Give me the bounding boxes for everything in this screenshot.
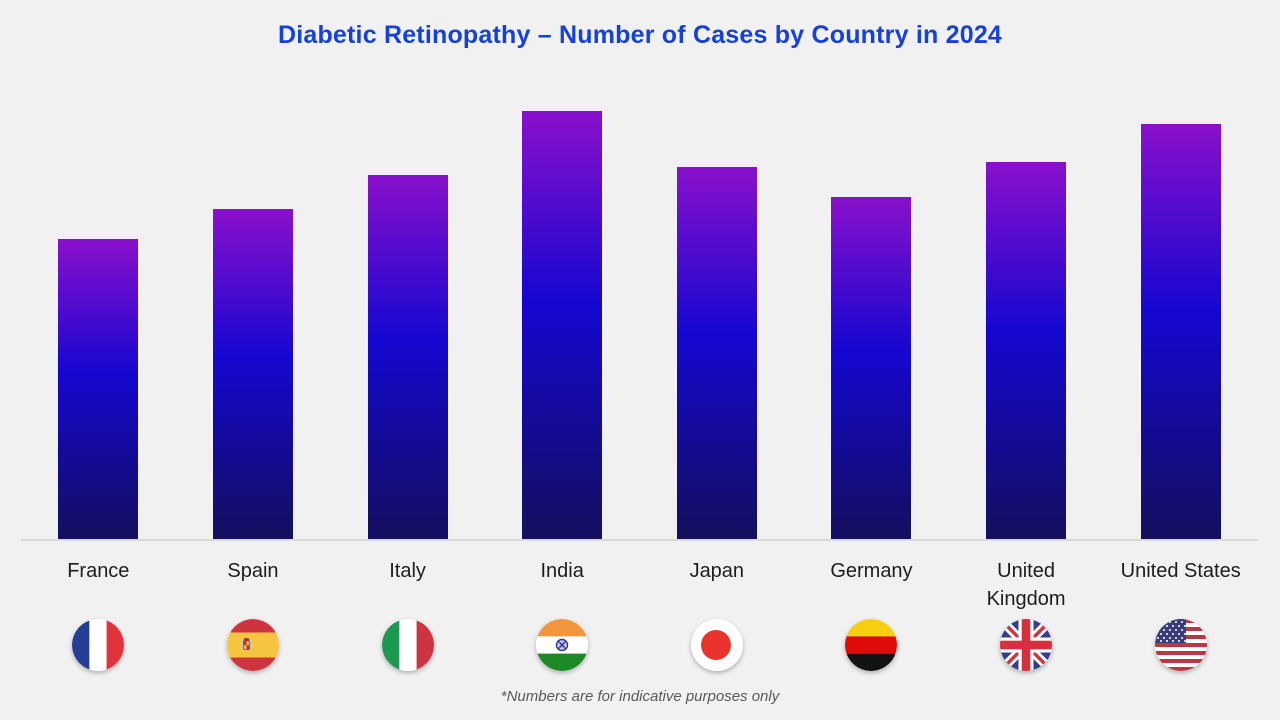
axis-label-germany: Germany bbox=[830, 560, 913, 582]
bar-column-germany bbox=[794, 111, 949, 539]
bar-japan bbox=[676, 166, 757, 539]
axis-label-italy: Italy bbox=[389, 560, 426, 582]
bar-column-italy bbox=[330, 111, 485, 539]
flag-cell-india bbox=[485, 619, 640, 671]
bar-india bbox=[522, 111, 603, 539]
uk-flag-icon bbox=[1000, 619, 1053, 671]
bar-france bbox=[58, 239, 139, 539]
japan-flag-icon bbox=[690, 619, 743, 671]
flags-row bbox=[21, 618, 1258, 672]
axis-label-united-kingdom-text: United Kingdom bbox=[986, 560, 1066, 610]
spain-flag-icon bbox=[226, 619, 279, 671]
india-flag-icon bbox=[536, 619, 589, 671]
axis-label-united-kingdom: United Kingdom bbox=[949, 557, 1104, 613]
flag-cell-germany bbox=[794, 619, 949, 671]
bar-united-kingdom bbox=[986, 162, 1067, 539]
chart-title: Diabetic Retinopathy – Number of Cases b… bbox=[277, 21, 1003, 49]
germany-flag-icon bbox=[845, 619, 898, 671]
bar-column-india bbox=[485, 111, 640, 539]
bar-column-united-states bbox=[1103, 111, 1258, 539]
us-flag-icon bbox=[1154, 619, 1207, 671]
italy-flag-icon bbox=[381, 619, 434, 671]
flag-cell-united-states bbox=[1103, 619, 1258, 671]
bar-column-united-kingdom bbox=[949, 111, 1104, 539]
footnote-text: *Numbers are for indicative purposes onl… bbox=[500, 688, 780, 705]
flag-cell-united-kingdom bbox=[949, 619, 1104, 671]
flag-cell-japan bbox=[640, 619, 795, 671]
bar-column-spain bbox=[176, 111, 331, 539]
axis-label-spain: Spain bbox=[227, 560, 279, 582]
axis-label-france: France bbox=[67, 560, 130, 582]
flag-cell-italy bbox=[330, 619, 485, 671]
bar-germany bbox=[831, 196, 912, 539]
plot-area bbox=[21, 111, 1258, 541]
bar-column-france bbox=[21, 111, 176, 539]
bar-italy bbox=[367, 175, 448, 539]
bar-spain bbox=[212, 209, 293, 539]
axis-label-united-states: United States bbox=[1120, 560, 1241, 582]
bar-column-japan bbox=[640, 111, 795, 539]
axis-label-japan: Japan bbox=[689, 560, 745, 582]
flag-cell-spain bbox=[176, 619, 331, 671]
axis-label-india: India bbox=[540, 560, 584, 582]
france-flag-icon bbox=[72, 619, 125, 671]
flag-cell-france bbox=[21, 619, 176, 671]
x-axis-labels: France Spain Italy India Japan Germany U… bbox=[21, 557, 1258, 613]
bar-united-states bbox=[1140, 123, 1221, 539]
